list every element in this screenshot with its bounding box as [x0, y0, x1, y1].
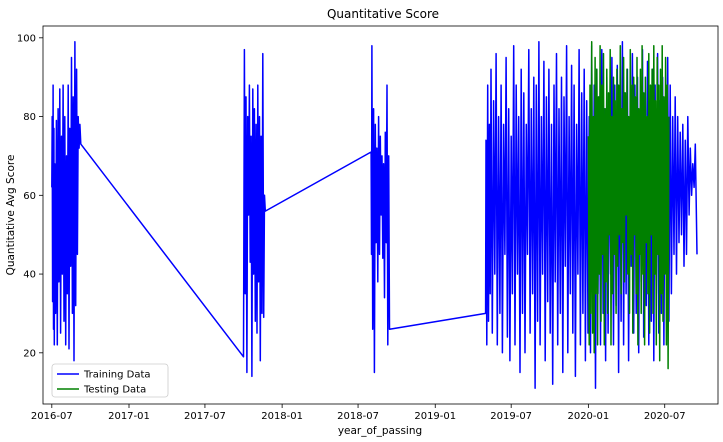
x-axis-title: year_of_passing	[338, 425, 422, 437]
series-line-testing	[587, 41, 670, 370]
series-layer	[51, 41, 698, 390]
y-tick-label: 100	[17, 33, 36, 44]
y-tick-label: 40	[23, 270, 36, 281]
legend-box	[51, 363, 169, 398]
x-tick-label: 2018-07	[337, 411, 379, 422]
y-axis: 20 40 60 80 100	[17, 33, 43, 359]
x-tick-label: 2020-07	[644, 411, 686, 422]
x-tick-label: 2019-07	[490, 411, 532, 422]
legend-label-testing: Testing Data	[83, 385, 146, 396]
y-tick-label: 60	[23, 191, 36, 202]
x-axis: 2016-07 2017-01 2017-07 2018-01 2018-07 2019-…	[31, 404, 686, 422]
x-tick-label: 2016-07	[31, 411, 73, 422]
y-tick-label: 80	[23, 112, 36, 123]
x-tick-label: 2020-01	[567, 411, 609, 422]
x-tick-label: 2017-01	[108, 411, 150, 422]
y-tick-label: 20	[23, 348, 36, 359]
x-tick-label: 2017-07	[184, 411, 226, 422]
x-tick-label: 2019-01	[414, 411, 456, 422]
y-axis-title: Quantitative Avg Score	[5, 155, 17, 276]
plot-frame	[42, 25, 719, 405]
chart-title: Quantitative Score	[327, 7, 439, 21]
legend: Training Data Testing Data	[51, 363, 169, 398]
plot-area: 2016-07 2017-01 2017-07 2018-01 2018-07 2019-…	[17, 25, 719, 422]
x-tick-label: 2018-01	[261, 411, 303, 422]
legend-label-training: Training Data	[83, 370, 151, 381]
